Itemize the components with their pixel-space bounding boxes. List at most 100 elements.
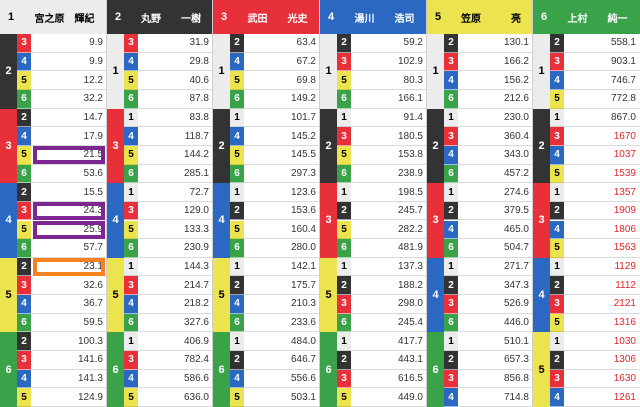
odds-value[interactable]: 1630 xyxy=(564,369,640,389)
odds-value[interactable]: 657.3 xyxy=(458,351,533,370)
odds-value[interactable]: 746.7 xyxy=(564,71,640,90)
odds-value[interactable]: 417.7 xyxy=(351,332,427,352)
odds-value[interactable]: 141.3 xyxy=(31,369,107,389)
odds-value[interactable]: 32.2 xyxy=(31,89,107,109)
odds-value[interactable]: 526.9 xyxy=(458,295,533,314)
odds-value[interactable]: 118.7 xyxy=(138,127,213,146)
odds-value[interactable]: 1316 xyxy=(564,313,640,333)
odds-value[interactable]: 160.4 xyxy=(244,220,320,240)
odds-value[interactable]: 166.2 xyxy=(458,52,533,72)
odds-value[interactable]: 24.3 xyxy=(31,201,107,221)
odds-value[interactable]: 1030 xyxy=(564,332,640,352)
odds-value[interactable]: 298.0 xyxy=(351,295,427,314)
odds-value[interactable]: 25.9 xyxy=(31,220,107,240)
odds-value[interactable]: 271.7 xyxy=(458,257,533,277)
odds-value[interactable]: 406.9 xyxy=(138,332,213,352)
odds-value[interactable]: 153.6 xyxy=(244,201,320,221)
odds-value[interactable]: 503.1 xyxy=(244,388,320,407)
odds-value[interactable]: 1357 xyxy=(564,183,640,202)
odds-value[interactable]: 782.4 xyxy=(138,351,213,370)
odds-value[interactable]: 15.5 xyxy=(31,183,107,202)
odds-value[interactable]: 230.9 xyxy=(138,239,213,258)
odds-value[interactable]: 123.6 xyxy=(244,183,320,202)
odds-value[interactable]: 443.1 xyxy=(351,351,427,370)
odds-value[interactable]: 36.7 xyxy=(31,295,107,314)
odds-value[interactable]: 175.7 xyxy=(244,276,320,296)
odds-value[interactable]: 40.6 xyxy=(138,71,213,90)
odds-value[interactable]: 100.3 xyxy=(31,332,107,352)
odds-value[interactable]: 80.3 xyxy=(351,71,427,90)
odds-value[interactable]: 14.7 xyxy=(31,108,107,128)
odds-value[interactable]: 29.8 xyxy=(138,52,213,72)
odds-value[interactable]: 1539 xyxy=(564,164,640,184)
odds-value[interactable]: 646.7 xyxy=(244,351,320,370)
odds-value[interactable]: 102.9 xyxy=(351,52,427,72)
odds-value[interactable]: 124.9 xyxy=(31,388,107,407)
odds-value[interactable]: 180.5 xyxy=(351,127,427,146)
odds-value[interactable]: 149.2 xyxy=(244,89,320,109)
odds-value[interactable]: 1806 xyxy=(564,220,640,240)
odds-value[interactable]: 23.1 xyxy=(31,257,107,277)
odds-value[interactable]: 504.7 xyxy=(458,239,533,258)
odds-value[interactable]: 285.1 xyxy=(138,164,213,184)
odds-value[interactable]: 481.9 xyxy=(351,239,427,258)
odds-value[interactable]: 144.3 xyxy=(138,257,213,277)
odds-value[interactable]: 1261 xyxy=(564,388,640,407)
odds-value[interactable]: 69.8 xyxy=(244,71,320,90)
odds-value[interactable]: 153.8 xyxy=(351,145,427,165)
odds-value[interactable]: 465.0 xyxy=(458,220,533,240)
odds-value[interactable]: 218.2 xyxy=(138,295,213,314)
odds-value[interactable]: 59.2 xyxy=(351,34,427,53)
odds-value[interactable]: 12.2 xyxy=(31,71,107,90)
odds-value[interactable]: 130.1 xyxy=(458,34,533,53)
odds-value[interactable]: 856.8 xyxy=(458,369,533,389)
odds-value[interactable]: 867.0 xyxy=(564,108,640,128)
odds-value[interactable]: 2121 xyxy=(564,295,640,314)
odds-value[interactable]: 714.8 xyxy=(458,388,533,407)
odds-value[interactable]: 101.7 xyxy=(244,108,320,128)
odds-value[interactable]: 636.0 xyxy=(138,388,213,407)
odds-value[interactable]: 67.2 xyxy=(244,52,320,72)
odds-value[interactable]: 198.5 xyxy=(351,183,427,202)
odds-value[interactable]: 297.3 xyxy=(244,164,320,184)
odds-value[interactable]: 72.7 xyxy=(138,183,213,202)
odds-value[interactable]: 17.9 xyxy=(31,127,107,146)
odds-value[interactable]: 145.5 xyxy=(244,145,320,165)
odds-value[interactable]: 1129 xyxy=(564,257,640,277)
odds-value[interactable]: 87.8 xyxy=(138,89,213,109)
odds-value[interactable]: 446.0 xyxy=(458,313,533,333)
odds-value[interactable]: 1037 xyxy=(564,145,640,165)
odds-value[interactable]: 616.5 xyxy=(351,369,427,389)
odds-value[interactable]: 360.4 xyxy=(458,127,533,146)
odds-value[interactable]: 210.3 xyxy=(244,295,320,314)
odds-value[interactable]: 343.0 xyxy=(458,145,533,165)
odds-value[interactable]: 558.1 xyxy=(564,34,640,53)
odds-value[interactable]: 233.6 xyxy=(244,313,320,333)
odds-value[interactable]: 212.6 xyxy=(458,89,533,109)
odds-value[interactable]: 586.6 xyxy=(138,369,213,389)
odds-value[interactable]: 1670 xyxy=(564,127,640,146)
odds-value[interactable]: 83.8 xyxy=(138,108,213,128)
odds-value[interactable]: 9.9 xyxy=(31,34,107,53)
odds-value[interactable]: 230.0 xyxy=(458,108,533,128)
odds-value[interactable]: 129.0 xyxy=(138,201,213,221)
odds-value[interactable]: 510.1 xyxy=(458,332,533,352)
odds-value[interactable]: 9.9 xyxy=(31,52,107,72)
odds-value[interactable]: 484.0 xyxy=(244,332,320,352)
odds-value[interactable]: 556.6 xyxy=(244,369,320,389)
odds-value[interactable]: 327.6 xyxy=(138,313,213,333)
odds-value[interactable]: 142.1 xyxy=(244,257,320,277)
odds-value[interactable]: 141.6 xyxy=(31,351,107,370)
odds-value[interactable]: 21.5 xyxy=(31,145,107,165)
odds-value[interactable]: 449.0 xyxy=(351,388,427,407)
odds-value[interactable]: 1112 xyxy=(564,276,640,296)
odds-value[interactable]: 57.7 xyxy=(31,239,107,258)
odds-value[interactable]: 457.2 xyxy=(458,164,533,184)
odds-value[interactable]: 31.9 xyxy=(138,34,213,53)
odds-value[interactable]: 156.2 xyxy=(458,71,533,90)
odds-value[interactable]: 63.4 xyxy=(244,34,320,53)
odds-value[interactable]: 280.0 xyxy=(244,239,320,258)
odds-value[interactable]: 347.3 xyxy=(458,276,533,296)
odds-value[interactable]: 238.9 xyxy=(351,164,427,184)
odds-value[interactable]: 214.7 xyxy=(138,276,213,296)
